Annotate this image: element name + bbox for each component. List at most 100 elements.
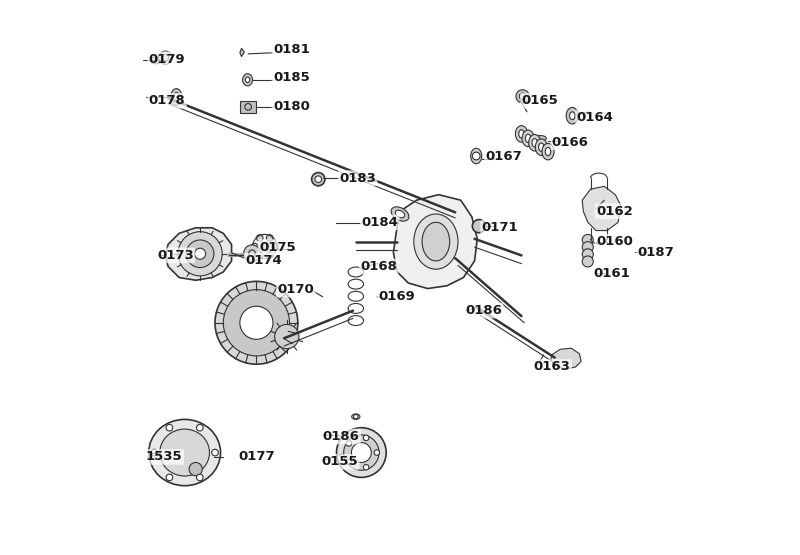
Ellipse shape: [546, 148, 550, 156]
Circle shape: [186, 240, 214, 268]
Circle shape: [346, 459, 351, 465]
Circle shape: [312, 173, 325, 186]
Text: 0185: 0185: [273, 71, 310, 84]
Circle shape: [215, 281, 298, 364]
Ellipse shape: [535, 139, 547, 155]
Text: 0169: 0169: [378, 290, 414, 304]
Circle shape: [472, 220, 486, 233]
Circle shape: [166, 474, 173, 481]
Ellipse shape: [150, 57, 162, 64]
Circle shape: [194, 248, 206, 259]
Circle shape: [257, 252, 263, 259]
Ellipse shape: [538, 143, 544, 152]
Circle shape: [374, 450, 379, 455]
Text: 0173: 0173: [157, 249, 194, 262]
Circle shape: [257, 235, 263, 241]
Polygon shape: [394, 195, 478, 289]
Circle shape: [197, 474, 203, 481]
Circle shape: [158, 51, 172, 64]
Ellipse shape: [542, 143, 554, 160]
Text: 0186: 0186: [465, 304, 502, 317]
Ellipse shape: [535, 141, 546, 147]
Circle shape: [351, 443, 371, 462]
Text: 0187: 0187: [638, 246, 674, 259]
Text: 0177: 0177: [238, 451, 275, 463]
Ellipse shape: [518, 130, 524, 138]
Text: 0165: 0165: [522, 94, 558, 107]
Circle shape: [189, 462, 202, 476]
Ellipse shape: [526, 134, 531, 143]
Text: 0155: 0155: [322, 456, 358, 468]
Circle shape: [178, 231, 222, 276]
Circle shape: [240, 306, 273, 339]
Circle shape: [582, 241, 594, 253]
Circle shape: [266, 252, 273, 259]
Circle shape: [251, 243, 258, 250]
Text: 0160: 0160: [596, 235, 633, 248]
Circle shape: [271, 243, 278, 250]
Text: 0178: 0178: [149, 94, 186, 107]
Ellipse shape: [529, 134, 541, 151]
Bar: [240, 101, 257, 113]
Ellipse shape: [522, 130, 534, 147]
Circle shape: [516, 90, 530, 103]
Text: 0180: 0180: [273, 100, 310, 113]
Circle shape: [354, 415, 358, 419]
Ellipse shape: [570, 112, 575, 119]
Ellipse shape: [149, 420, 221, 486]
Circle shape: [212, 449, 218, 456]
Circle shape: [166, 425, 173, 431]
Ellipse shape: [535, 147, 546, 152]
Text: 0164: 0164: [577, 111, 614, 124]
Ellipse shape: [535, 135, 546, 141]
Circle shape: [260, 242, 269, 251]
Ellipse shape: [515, 125, 527, 142]
Text: 0174: 0174: [246, 254, 282, 268]
Text: 1535: 1535: [146, 451, 182, 463]
Text: 0163: 0163: [534, 360, 570, 374]
Text: 0179: 0179: [149, 53, 186, 66]
Text: 0167: 0167: [486, 149, 522, 163]
Text: 0162: 0162: [596, 205, 633, 218]
Circle shape: [274, 325, 299, 349]
Text: 0171: 0171: [482, 221, 518, 234]
Text: 0170: 0170: [278, 283, 314, 296]
Ellipse shape: [174, 93, 179, 102]
Circle shape: [582, 249, 594, 260]
Circle shape: [582, 234, 594, 245]
Circle shape: [363, 435, 369, 441]
Polygon shape: [550, 348, 581, 369]
Ellipse shape: [395, 210, 405, 218]
Polygon shape: [582, 186, 621, 230]
Ellipse shape: [422, 223, 450, 261]
Text: 0175: 0175: [259, 241, 296, 254]
Circle shape: [315, 176, 322, 183]
Ellipse shape: [391, 207, 409, 221]
Circle shape: [472, 152, 480, 160]
Ellipse shape: [470, 148, 482, 164]
Circle shape: [197, 425, 203, 431]
Circle shape: [266, 235, 273, 241]
Circle shape: [346, 441, 351, 446]
Text: 0186: 0186: [322, 430, 359, 443]
Ellipse shape: [352, 414, 360, 420]
Ellipse shape: [414, 214, 458, 269]
Text: 0183: 0183: [339, 171, 376, 185]
Circle shape: [223, 290, 290, 356]
Circle shape: [151, 449, 158, 456]
Ellipse shape: [246, 77, 250, 83]
Text: 0161: 0161: [594, 266, 630, 280]
Text: 0166: 0166: [552, 136, 589, 149]
Text: 0184: 0184: [362, 216, 398, 229]
Polygon shape: [166, 228, 231, 280]
Circle shape: [582, 256, 594, 267]
Ellipse shape: [171, 89, 182, 105]
Ellipse shape: [532, 139, 538, 147]
Circle shape: [244, 245, 260, 261]
Text: 0181: 0181: [273, 43, 310, 56]
Polygon shape: [240, 48, 244, 57]
Circle shape: [337, 428, 386, 477]
Text: 0168: 0168: [360, 260, 397, 273]
Circle shape: [344, 435, 379, 470]
Ellipse shape: [566, 108, 578, 124]
